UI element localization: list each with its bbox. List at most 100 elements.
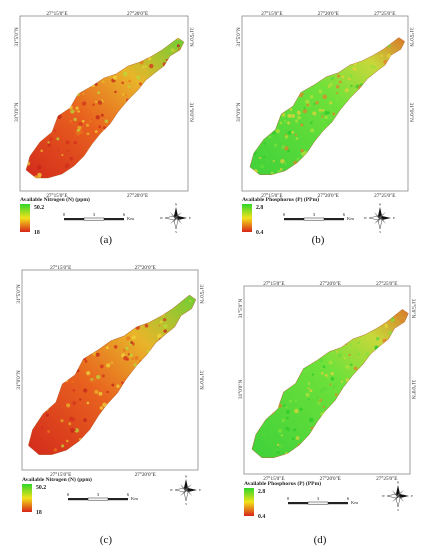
scale-label: 3	[313, 212, 316, 217]
bottom-coord-label: 27°25'0"E	[374, 192, 395, 199]
scale-unit-label: Km	[131, 496, 138, 501]
compass-letter: E	[189, 216, 191, 220]
scale-label: 6	[127, 492, 130, 497]
caption-d: (d)	[313, 534, 327, 546]
left-coord-label: 31°0'0"N	[235, 102, 242, 122]
right-coord-label: 31°5'0"N	[410, 299, 417, 319]
compass-letter: S	[397, 508, 399, 512]
legend-title: Available Phosphorus (P) (PPm)	[242, 196, 319, 203]
right-coord-label: 31°5'0"N	[408, 27, 415, 47]
scale-label: 0	[67, 492, 70, 497]
right-coord-label: 31°0'0"N	[188, 103, 195, 123]
compass-letter: N	[397, 481, 400, 485]
map-frame	[243, 285, 411, 475]
right-coord-label: 31°0'0"N	[408, 103, 415, 123]
top-coord-label: 27°25'0"E	[376, 280, 397, 287]
bottom-coord-label: 27°15'0"E	[261, 192, 282, 199]
legend-title: Available Nitrogen (N) (ppm)	[22, 476, 92, 483]
top-coord-label: 27°20'0"E	[318, 10, 339, 17]
compass-rose-icon: N E S W	[382, 481, 413, 513]
compass-letter: W	[364, 216, 368, 220]
scale-unit-label: Km	[351, 500, 358, 505]
top-coord-label: 27°20'0"E	[320, 280, 341, 287]
left-coord-label: 31°5'0"N	[15, 284, 22, 304]
scale-bar	[284, 217, 344, 221]
legend-max-value: 2.8	[256, 205, 263, 211]
scale-label: 0	[287, 496, 290, 501]
scale-label: 3	[93, 212, 96, 217]
district-shape	[251, 309, 409, 458]
district-shape	[249, 37, 405, 175]
scale-label: 0	[63, 212, 66, 217]
bottom-coord-label: 27°15'0"E	[263, 475, 284, 482]
scale-label: 0	[283, 212, 286, 217]
compass-letter: E	[411, 494, 413, 498]
top-coord-label: 27°20'0"E	[135, 264, 156, 271]
scale-bar	[64, 217, 124, 221]
legend-max-value: 2.8	[258, 489, 265, 495]
top-coord-label: 27°25'0"E	[374, 10, 395, 17]
map-svg: 27°15'0"E 27°20'0"E 27°25'0"E 27°15'0"E 27°2…	[237, 280, 417, 520]
legend-max-value: 50.2	[36, 485, 46, 491]
scale-unit-label: Km	[127, 216, 134, 221]
district-shape	[25, 37, 185, 179]
scale-bar	[288, 501, 348, 505]
map-panel-a: 27°15'0"E 27°20'0"E 27°15'0"E 27°20'0"E 31°5…	[8, 8, 210, 248]
map-panel-d: 27°15'0"E 27°20'0"E 27°25'0"E 27°15'0"E 27°2…	[226, 278, 422, 522]
left-coord-label: 31°5'0"N	[13, 27, 20, 47]
compass-letter: S	[379, 230, 381, 234]
bottom-coord-label: 27°15'0"E	[50, 471, 71, 478]
map-svg: 27°15'0"E 27°20'0"E 27°15'0"E 27°20'0"E 31°5…	[15, 264, 205, 516]
legend-color-bar	[244, 488, 254, 516]
map-panel-c: 27°15'0"E 27°20'0"E 27°15'0"E 27°20'0"E 31°5…	[8, 262, 218, 520]
legend-min-value: 0.4	[256, 230, 263, 236]
caption-a: (a)	[99, 234, 113, 246]
legend-title: Available Nitrogen (N) (ppm)	[20, 196, 90, 203]
map-frame	[21, 269, 199, 471]
scale-label: 6	[343, 212, 346, 217]
compass-letter: N	[379, 203, 382, 207]
top-coord-label: 27°15'0"E	[50, 264, 71, 271]
legend-min-value: 18	[36, 510, 42, 516]
legend-title: Available Phosphorus (P) (PPm)	[244, 480, 321, 487]
compass-letter: N	[185, 475, 188, 479]
compass-letter: W	[382, 494, 386, 498]
legend-color-bar	[20, 204, 30, 232]
top-coord-label: 27°15'0"E	[263, 280, 284, 287]
left-coord-label: 31°5'0"N	[235, 27, 242, 47]
right-coord-label: 31°5'0"N	[188, 27, 195, 47]
bottom-coord-label: 27°25'0"E	[376, 475, 397, 482]
map-frame	[19, 15, 189, 192]
compass-rose-icon: N E S W	[170, 475, 201, 507]
legend-color-bar	[242, 204, 252, 232]
caption-c: (c)	[99, 534, 113, 546]
scale-label: 6	[347, 496, 350, 501]
right-coord-label: 31°0'0"N	[198, 370, 205, 390]
legend-max-value: 50.2	[34, 205, 44, 211]
map-svg: 27°15'0"E 27°20'0"E 27°25'0"E 27°15'0"E 27°2…	[235, 10, 415, 236]
bottom-coord-label: 27°20'0"E	[320, 475, 341, 482]
scale-label: 3	[317, 496, 320, 501]
scale-label: 6	[123, 212, 126, 217]
compass-letter: E	[393, 216, 395, 220]
map-panel-b: 27°15'0"E 27°20'0"E 27°25'0"E 27°15'0"E 27°2…	[228, 8, 418, 248]
scale-bar	[68, 497, 128, 501]
left-coord-label: 31°0'0"N	[13, 102, 20, 122]
map-svg: 27°15'0"E 27°20'0"E 27°15'0"E 27°20'0"E 31°5…	[13, 10, 195, 236]
left-coord-label: 31°5'0"N	[237, 299, 244, 319]
compass-letter: W	[160, 216, 164, 220]
map-frame	[241, 15, 409, 192]
bottom-coord-label: 27°20'0"E	[318, 192, 339, 199]
district-shape	[28, 294, 197, 455]
compass-letter: N	[175, 203, 178, 207]
scale-label: 3	[97, 492, 100, 497]
compass-rose-icon: N E S W	[160, 203, 191, 235]
right-coord-label: 31°5'0"N	[198, 284, 205, 304]
legend-min-value: 18	[34, 230, 40, 236]
bottom-coord-label: 27°15'0"E	[46, 192, 67, 199]
compass-letter: E	[199, 488, 201, 492]
caption-b: (b)	[311, 234, 325, 246]
legend-min-value: 0.4	[258, 514, 265, 520]
right-coord-label: 31°0'0"N	[410, 380, 417, 400]
compass-letter: W	[170, 488, 174, 492]
